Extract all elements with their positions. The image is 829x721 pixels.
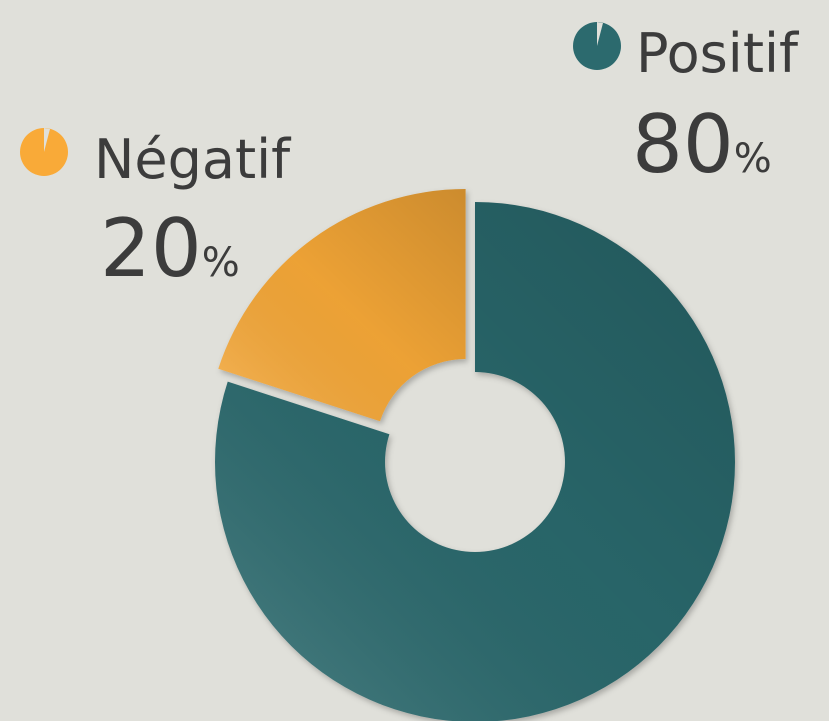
- value-number: 20: [100, 202, 202, 295]
- value-label: 20%: [100, 202, 240, 295]
- value-unit: %: [202, 240, 240, 286]
- value-unit: %: [734, 136, 772, 182]
- legend-item: Négatif 20%: [20, 128, 292, 295]
- legend-icon-notch: [44, 128, 50, 152]
- value-label: 80%: [632, 98, 772, 191]
- legend-label: Négatif: [94, 128, 292, 191]
- legend-item: Positif 80%: [573, 22, 800, 191]
- legend-label: Positif: [636, 22, 800, 85]
- slice: [218, 189, 466, 422]
- legend-icon-notch: [597, 22, 603, 46]
- value-number: 80: [632, 98, 734, 191]
